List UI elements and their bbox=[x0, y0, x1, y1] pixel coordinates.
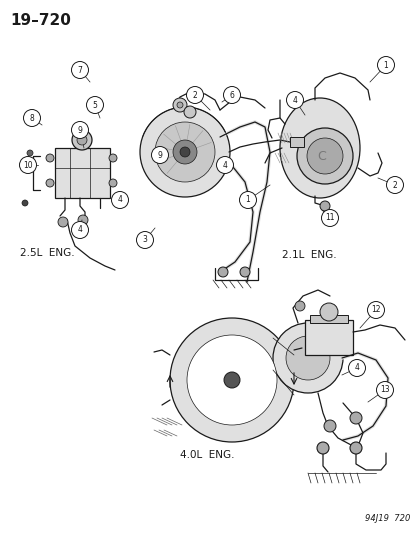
Circle shape bbox=[223, 86, 240, 103]
Circle shape bbox=[109, 179, 117, 187]
Circle shape bbox=[180, 147, 190, 157]
Text: 1: 1 bbox=[383, 61, 387, 69]
Circle shape bbox=[319, 303, 337, 321]
Circle shape bbox=[111, 191, 128, 208]
Circle shape bbox=[109, 154, 117, 162]
Circle shape bbox=[19, 157, 36, 174]
Circle shape bbox=[151, 147, 168, 164]
Circle shape bbox=[349, 412, 361, 424]
Circle shape bbox=[294, 301, 304, 311]
Circle shape bbox=[285, 336, 329, 380]
Text: 9: 9 bbox=[77, 125, 82, 134]
Bar bbox=[309, 315, 347, 323]
Circle shape bbox=[27, 150, 33, 156]
Circle shape bbox=[173, 98, 187, 112]
Text: 2: 2 bbox=[192, 91, 197, 100]
Circle shape bbox=[306, 138, 342, 174]
Circle shape bbox=[216, 157, 233, 174]
Circle shape bbox=[183, 106, 195, 118]
Circle shape bbox=[186, 86, 203, 103]
Circle shape bbox=[286, 92, 303, 109]
Circle shape bbox=[386, 176, 403, 193]
Text: 7: 7 bbox=[77, 66, 82, 75]
Circle shape bbox=[349, 442, 361, 454]
Text: 1: 1 bbox=[245, 196, 250, 205]
Circle shape bbox=[71, 122, 88, 139]
Text: 94J19  720: 94J19 720 bbox=[364, 514, 409, 523]
Circle shape bbox=[173, 140, 197, 164]
Text: 2: 2 bbox=[392, 181, 396, 190]
Text: 4.0L  ENG.: 4.0L ENG. bbox=[180, 450, 234, 460]
Circle shape bbox=[296, 128, 352, 184]
Circle shape bbox=[71, 61, 88, 78]
Circle shape bbox=[170, 318, 293, 442]
Circle shape bbox=[22, 200, 28, 206]
Text: 13: 13 bbox=[379, 385, 389, 394]
Circle shape bbox=[223, 372, 240, 388]
Text: 4: 4 bbox=[222, 160, 227, 169]
Circle shape bbox=[367, 302, 384, 319]
Text: C: C bbox=[317, 149, 325, 163]
Text: 11: 11 bbox=[325, 214, 334, 222]
Circle shape bbox=[46, 179, 54, 187]
Circle shape bbox=[375, 382, 392, 399]
Text: 4: 4 bbox=[117, 196, 122, 205]
Circle shape bbox=[187, 335, 276, 425]
Ellipse shape bbox=[279, 98, 359, 198]
Circle shape bbox=[323, 420, 335, 432]
Text: 2.1L  ENG.: 2.1L ENG. bbox=[281, 250, 336, 260]
Circle shape bbox=[86, 96, 103, 114]
Text: 10: 10 bbox=[23, 160, 33, 169]
Text: 9: 9 bbox=[157, 150, 162, 159]
Circle shape bbox=[348, 359, 365, 376]
Text: 19–720: 19–720 bbox=[10, 13, 71, 28]
Circle shape bbox=[218, 267, 228, 277]
Circle shape bbox=[71, 222, 88, 238]
Bar bbox=[289, 137, 303, 147]
Text: 4: 4 bbox=[292, 95, 297, 104]
Circle shape bbox=[72, 130, 92, 150]
Circle shape bbox=[239, 191, 256, 208]
Text: 2.5L  ENG.: 2.5L ENG. bbox=[20, 248, 74, 258]
Circle shape bbox=[177, 102, 183, 108]
Text: 5: 5 bbox=[93, 101, 97, 109]
Text: 4: 4 bbox=[77, 225, 82, 235]
Circle shape bbox=[78, 215, 88, 225]
Circle shape bbox=[377, 56, 394, 74]
Circle shape bbox=[272, 323, 342, 393]
Text: 12: 12 bbox=[370, 305, 380, 314]
Circle shape bbox=[136, 231, 153, 248]
Circle shape bbox=[24, 109, 40, 126]
Text: 3: 3 bbox=[142, 236, 147, 245]
Circle shape bbox=[319, 201, 329, 211]
FancyBboxPatch shape bbox=[55, 148, 110, 198]
Circle shape bbox=[140, 107, 230, 197]
Text: 4: 4 bbox=[354, 364, 358, 373]
Circle shape bbox=[58, 217, 68, 227]
Text: 6: 6 bbox=[229, 91, 234, 100]
Circle shape bbox=[46, 154, 54, 162]
Bar bbox=[304, 320, 352, 355]
Circle shape bbox=[321, 209, 338, 227]
Circle shape bbox=[77, 135, 87, 145]
Text: 8: 8 bbox=[30, 114, 34, 123]
Circle shape bbox=[316, 442, 328, 454]
Circle shape bbox=[240, 267, 249, 277]
Circle shape bbox=[154, 122, 214, 182]
